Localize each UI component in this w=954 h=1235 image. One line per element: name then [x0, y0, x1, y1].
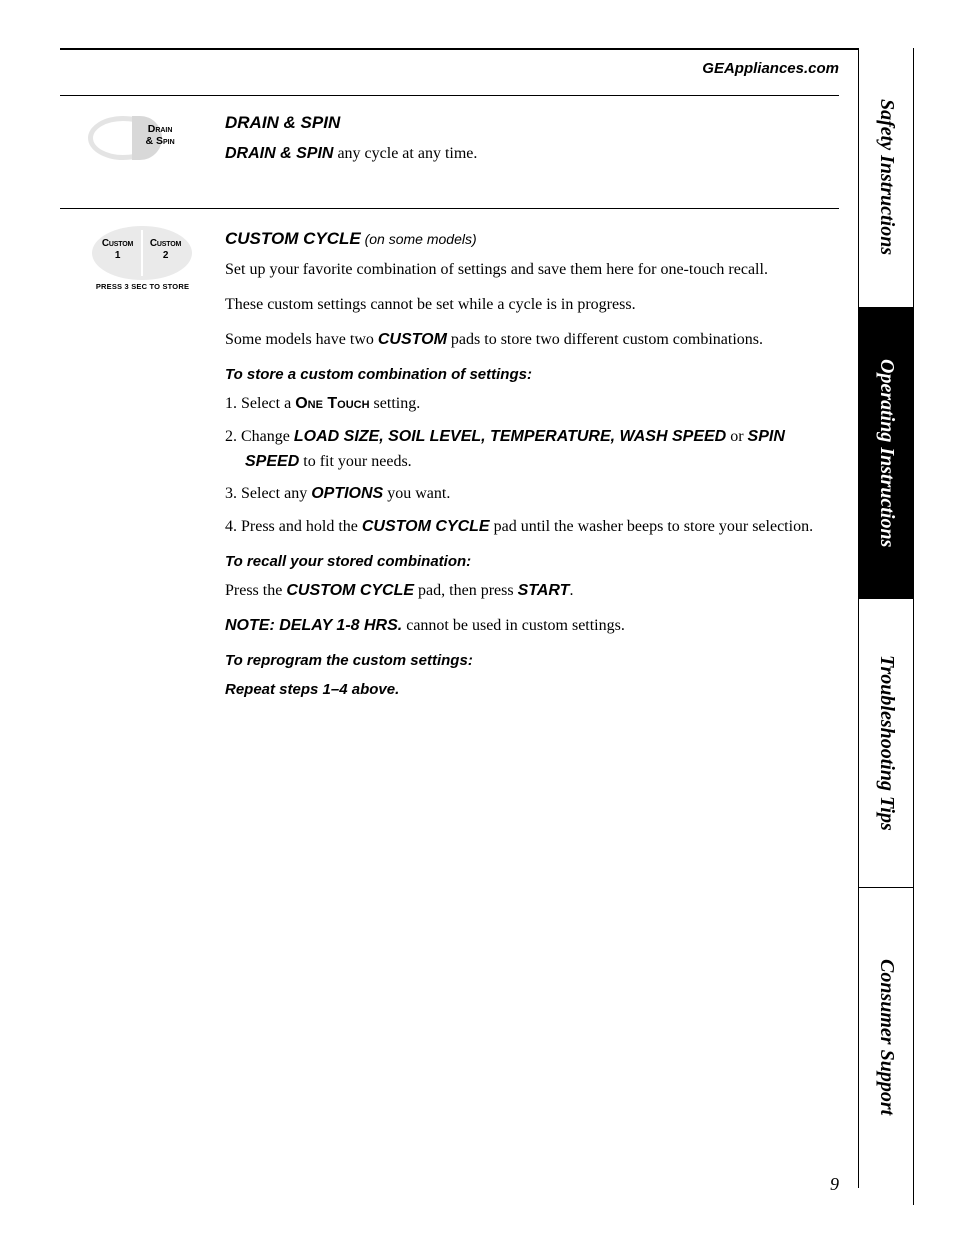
outer-right-rule: [60, 48, 914, 1205]
manual-page: GEAppliances.com Safety Instructions Ope…: [0, 0, 954, 1235]
